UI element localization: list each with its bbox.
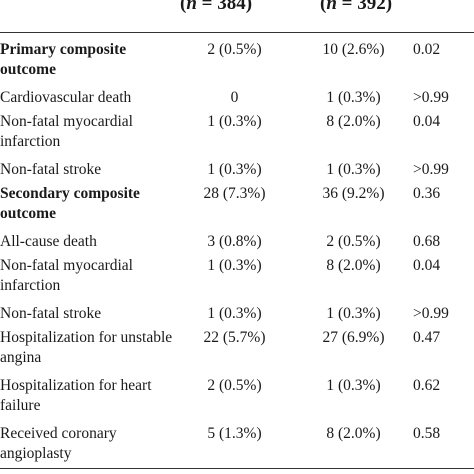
group2-value: 10 (2.6%): [322, 41, 385, 58]
table-row: All-cause death 3 (0.8%) 2 (0.5%) 0.68: [0, 232, 474, 256]
group1-value: 2 (0.5%): [207, 41, 262, 58]
row-label: All-cause death: [0, 233, 97, 250]
p-value: 0.04: [413, 113, 441, 130]
row-label: Non-fatal myocardial infarction: [0, 113, 133, 150]
outcomes-table: Primary composite outcome 2 (0.5%) 10 (2…: [0, 40, 474, 472]
table-row: Received coronary angioplasty 5 (1.3%) 8…: [0, 424, 474, 472]
group2-value: 1 (0.3%): [326, 305, 381, 322]
row-label: Non-fatal stroke: [0, 161, 102, 178]
table-row: Secondary composite outcome 28 (7.3%) 36…: [0, 184, 474, 232]
group2-value: 36 (9.2%): [322, 185, 385, 202]
group1-value: 1 (0.3%): [207, 161, 262, 178]
p-value: 0.62: [413, 377, 441, 394]
header-n-value: = 392): [336, 0, 393, 14]
p-value: >0.99: [413, 161, 449, 178]
row-label: Non-fatal myocardial infarction: [0, 257, 133, 294]
group2-value: 8 (2.0%): [326, 257, 381, 274]
group2-value: 1 (0.3%): [326, 377, 381, 394]
table-row: Non-fatal myocardial infarction 1 (0.3%)…: [0, 256, 474, 304]
table-row: Primary composite outcome 2 (0.5%) 10 (2…: [0, 40, 474, 88]
table-row: Hospitalization for unstable angina 22 (…: [0, 328, 474, 376]
group2-value: 1 (0.3%): [326, 89, 381, 106]
header-open-paren: (: [320, 0, 327, 14]
p-value: 0.04: [413, 257, 441, 274]
header-rule: [0, 32, 474, 33]
row-label: Cardiovascular death: [0, 89, 132, 106]
header-n-symbol: n: [326, 0, 337, 14]
row-label: Received coronary angioplasty: [0, 425, 117, 462]
p-value: 0.36: [413, 185, 441, 202]
row-label: Hospitalization for heart failure: [0, 377, 152, 414]
group1-value: 2 (0.5%): [207, 377, 262, 394]
p-value: 0.47: [413, 329, 441, 346]
group1-value: 5 (1.3%): [207, 425, 262, 442]
group1-value: 0: [230, 89, 239, 106]
p-value: 0.58: [413, 425, 441, 442]
header-n-symbol: n: [186, 0, 197, 14]
column-header-group-2: (n = 392): [320, 0, 392, 15]
table-row: Hospitalization for heart failure 2 (0.5…: [0, 376, 474, 424]
group1-value: 3 (0.8%): [207, 233, 262, 250]
header-open-paren: (: [180, 0, 187, 14]
group1-value: 28 (7.3%): [203, 185, 266, 202]
p-value: 0.68: [413, 233, 441, 250]
group2-value: 1 (0.3%): [326, 161, 381, 178]
table-row: Non-fatal stroke 1 (0.3%) 1 (0.3%) >0.99: [0, 304, 474, 328]
p-value: 0.02: [413, 41, 441, 58]
row-label: Secondary composite outcome: [0, 185, 140, 222]
row-label: Primary composite outcome: [0, 41, 127, 78]
column-header-group-1: (n = 384): [180, 0, 252, 15]
table-row: Non-fatal stroke 1 (0.3%) 1 (0.3%) >0.99: [0, 160, 474, 184]
group1-value: 1 (0.3%): [207, 305, 262, 322]
table-row: Non-fatal myocardial infarction 1 (0.3%)…: [0, 112, 474, 160]
group2-value: 2 (0.5%): [326, 233, 381, 250]
p-value: >0.99: [413, 89, 449, 106]
row-label: Hospitalization for unstable angina: [0, 329, 173, 366]
group1-value: 1 (0.3%): [207, 257, 262, 274]
header-n-value: = 384): [196, 0, 253, 14]
group1-value: 22 (5.7%): [203, 329, 266, 346]
table-row: Cardiovascular death 0 1 (0.3%) >0.99: [0, 88, 474, 112]
group1-value: 1 (0.3%): [207, 113, 262, 130]
p-value: >0.99: [413, 305, 449, 322]
group2-value: 27 (6.9%): [322, 329, 385, 346]
row-label: Non-fatal stroke: [0, 305, 102, 322]
table-bottom-rule: [0, 468, 474, 469]
group2-value: 8 (2.0%): [326, 113, 381, 130]
group2-value: 8 (2.0%): [326, 425, 381, 442]
